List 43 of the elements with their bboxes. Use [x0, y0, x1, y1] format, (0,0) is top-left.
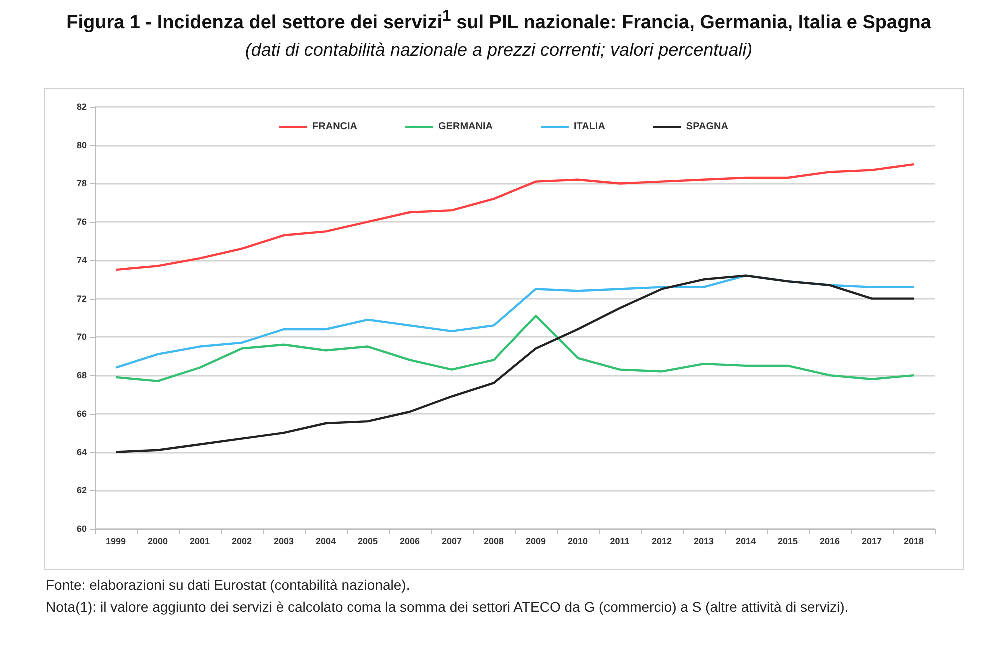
y-tick-label: 66: [76, 408, 87, 419]
line-series: [114, 274, 916, 454]
chart-title: Figura 1 - Incidenza del settore dei servizi$^{1}$ sul PIL nazionale: Francia, Germania, Italia e Spagna: [66, 8, 932, 34]
y-tick-label: 64: [76, 447, 87, 458]
y-tick-label: 62: [76, 486, 87, 496]
y-tick-label: 80: [76, 140, 87, 150]
x-tick-label: 2002: [232, 536, 252, 546]
x-tick-label: 1999: [106, 536, 126, 546]
x-tick-label: 2005: [358, 536, 378, 546]
line-series: [114, 163, 916, 272]
legend-label: GERMANIA: [438, 122, 493, 132]
legend-label: SPAGNA: [686, 122, 728, 132]
x-tick-label: 2017: [862, 536, 882, 546]
legend-label: FRANCIA: [312, 122, 358, 132]
x-tick-label: 2015: [778, 536, 798, 546]
y-tick-label: 60: [76, 524, 87, 534]
x-tick-label: 2006: [400, 536, 420, 546]
x-tick-label: 2009: [526, 536, 546, 546]
y-tick-label: 82: [76, 102, 87, 112]
y-tick-label: 70: [76, 332, 87, 342]
x-tick-label: 2001: [190, 536, 210, 546]
x-tick-label: 2014: [736, 536, 756, 546]
x-tick-label: 2013: [694, 536, 714, 546]
x-tick-label: 2016: [820, 536, 840, 546]
legend-label: ITALIA: [574, 122, 606, 132]
chart-subtitle: (dati di contabilità nazionale a prezzi correnti; valori percentuali): [244, 40, 754, 61]
y-tick-label: 78: [76, 178, 87, 189]
x-tick-label: 2018: [904, 536, 924, 546]
x-tick-label: 2010: [568, 536, 588, 546]
y-tick-label: 72: [76, 294, 87, 304]
y-tick-label: 76: [76, 217, 87, 228]
text: Nota(1): il valore aggiunto dei servizi è calcolato coma la somma dei settori ATECO da G (commercio) a S (altre attività di servizi).: [46, 598, 849, 617]
x-tick-label: 2004: [316, 536, 336, 546]
x-tick-label: 2007: [442, 536, 462, 546]
line-series: [114, 314, 916, 382]
x-tick-label: 2000: [148, 536, 168, 546]
x-tick-label: 2012: [652, 536, 672, 546]
x-tick-label: 2003: [274, 536, 294, 546]
y-tick-label: 68: [76, 370, 87, 381]
source-note: Fonte: elaborazioni su dati Eurostat (contabilità nazionale).: [46, 576, 412, 595]
x-tick-label: 2008: [484, 536, 504, 546]
y-tick-label: 74: [76, 255, 87, 266]
x-tick-label: 2011: [610, 536, 630, 546]
